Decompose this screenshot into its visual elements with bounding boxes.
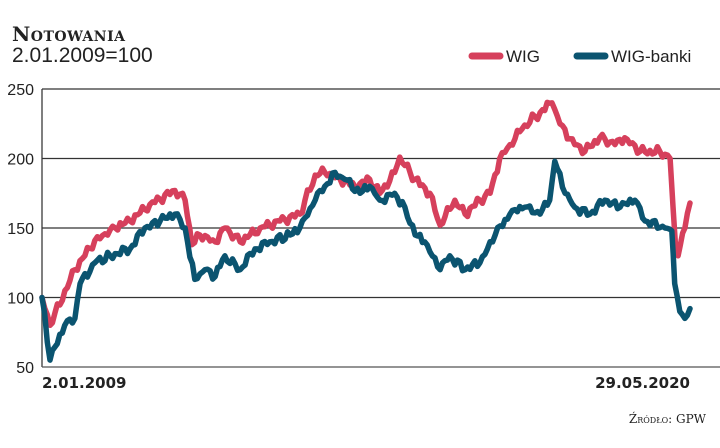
legend: WIG WIG-banki [468, 47, 691, 66]
y-tick-label: 100 [7, 291, 34, 308]
y-tick-label: 250 [7, 82, 34, 99]
x-tick-label-end: 29.05.2020 [595, 374, 690, 392]
x-tick-label-start: 2.01.2009 [42, 374, 126, 392]
y-tick-label: 150 [7, 221, 34, 238]
y-tick-label: 200 [7, 152, 34, 169]
series-line-wig [39, 99, 693, 329]
y-tick-label: 50 [16, 360, 34, 377]
chart-subtitle: 2.01.2009=100 [12, 44, 153, 67]
legend-label-wig: WIG [506, 47, 540, 66]
chart-title: Notowania [12, 22, 126, 46]
series-line-wig-banki [39, 158, 693, 363]
legend-label-wig-banki: WIG-banki [611, 47, 691, 66]
source-note: Źródło: GPW [628, 412, 706, 426]
